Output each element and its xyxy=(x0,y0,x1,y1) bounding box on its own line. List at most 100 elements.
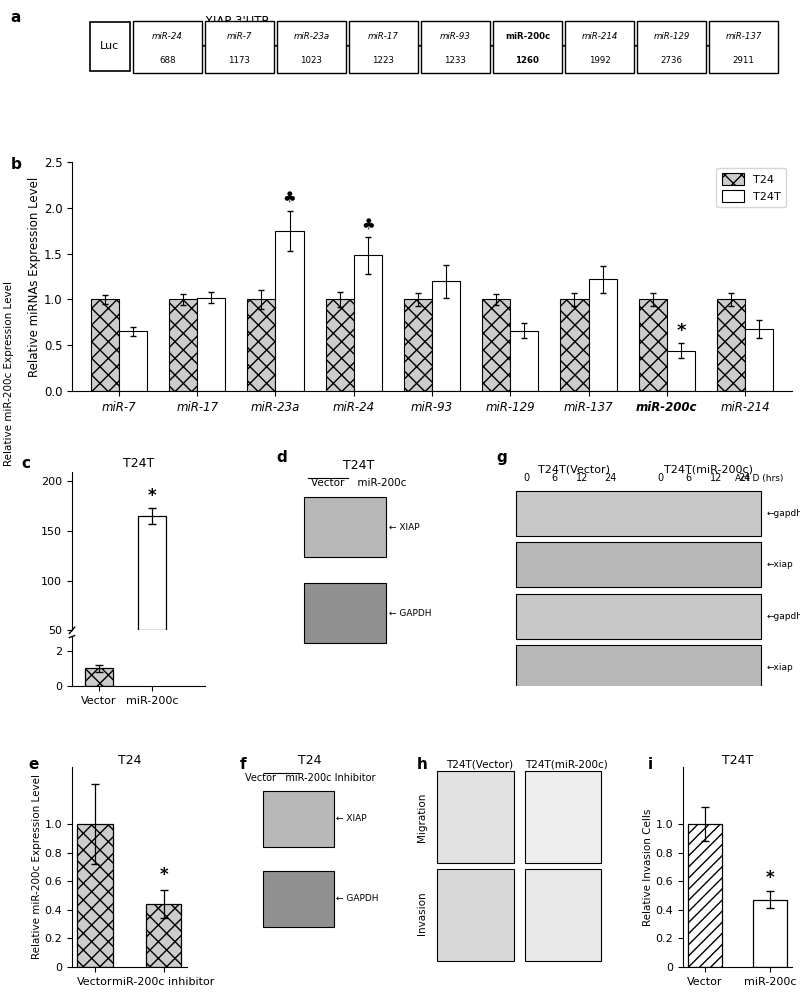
FancyBboxPatch shape xyxy=(263,791,334,846)
FancyBboxPatch shape xyxy=(263,871,334,927)
Bar xyxy=(198,297,226,391)
FancyBboxPatch shape xyxy=(515,594,762,639)
Text: miR-7: miR-7 xyxy=(226,32,252,42)
Text: 1223: 1223 xyxy=(373,56,394,65)
Text: miR-200c: miR-200c xyxy=(505,32,550,42)
Bar xyxy=(589,279,617,391)
Text: ←xiap: ←xiap xyxy=(767,663,794,672)
Text: e: e xyxy=(29,757,39,772)
Bar xyxy=(638,299,666,391)
FancyBboxPatch shape xyxy=(525,771,602,862)
Text: Migration: Migration xyxy=(417,793,426,841)
Text: ♣: ♣ xyxy=(361,216,374,231)
Bar xyxy=(432,281,460,391)
Bar xyxy=(90,299,119,391)
Text: 12: 12 xyxy=(576,474,589,484)
Bar xyxy=(138,516,166,630)
Text: Invasion: Invasion xyxy=(417,891,426,935)
Text: 6: 6 xyxy=(551,474,558,484)
Y-axis label: Relative miR-200c Expression Level: Relative miR-200c Expression Level xyxy=(32,775,42,959)
Bar xyxy=(560,299,589,391)
FancyBboxPatch shape xyxy=(438,869,514,961)
FancyBboxPatch shape xyxy=(90,22,130,71)
Text: ← XIAP: ← XIAP xyxy=(389,522,419,531)
Text: ←xiap: ←xiap xyxy=(767,560,794,569)
FancyBboxPatch shape xyxy=(565,21,634,73)
FancyBboxPatch shape xyxy=(710,21,778,73)
Text: Act D (hrs): Act D (hrs) xyxy=(735,475,784,484)
Text: miR-137: miR-137 xyxy=(726,32,762,42)
FancyBboxPatch shape xyxy=(515,542,762,587)
Text: ←gapdh: ←gapdh xyxy=(767,612,800,621)
Text: 688: 688 xyxy=(159,56,176,65)
FancyBboxPatch shape xyxy=(525,869,602,961)
Text: 24: 24 xyxy=(738,474,750,484)
Text: T24T(Vector): T24T(Vector) xyxy=(538,465,610,475)
Bar xyxy=(354,255,382,391)
Text: 12: 12 xyxy=(710,474,722,484)
Text: 1023: 1023 xyxy=(301,56,322,65)
Text: 1992: 1992 xyxy=(589,56,610,65)
FancyBboxPatch shape xyxy=(515,645,762,691)
Text: 0: 0 xyxy=(524,474,530,484)
Text: miR-24: miR-24 xyxy=(152,32,183,42)
Bar xyxy=(146,904,182,967)
Text: d: d xyxy=(277,450,287,465)
Bar xyxy=(510,331,538,391)
FancyBboxPatch shape xyxy=(515,491,762,536)
Bar xyxy=(326,299,354,391)
FancyBboxPatch shape xyxy=(350,21,418,73)
Bar xyxy=(753,900,787,967)
Text: 2911: 2911 xyxy=(733,56,754,65)
Text: *: * xyxy=(676,322,686,340)
Text: Vector   miR-200c Inhibitor: Vector miR-200c Inhibitor xyxy=(245,773,375,783)
Text: miR-23a: miR-23a xyxy=(294,32,330,42)
Text: Vector    miR-200c: Vector miR-200c xyxy=(311,478,406,488)
Text: b: b xyxy=(10,158,22,172)
Text: T24T(Vector): T24T(Vector) xyxy=(446,760,513,770)
Text: *: * xyxy=(148,488,156,505)
Text: miR-129: miR-129 xyxy=(654,32,690,42)
Bar xyxy=(688,824,722,967)
Text: ←gapdh: ←gapdh xyxy=(767,508,800,517)
Bar xyxy=(119,331,147,391)
Bar xyxy=(666,351,695,391)
Bar xyxy=(85,669,113,686)
Text: T24T(miR-200c): T24T(miR-200c) xyxy=(664,465,753,475)
FancyBboxPatch shape xyxy=(638,21,706,73)
Title: T24: T24 xyxy=(298,754,322,767)
Text: miR-93: miR-93 xyxy=(440,32,471,42)
Text: g: g xyxy=(496,450,506,465)
Title: T24: T24 xyxy=(118,754,141,767)
Bar xyxy=(482,299,510,391)
Bar xyxy=(275,230,304,391)
Text: 0: 0 xyxy=(658,474,664,484)
FancyBboxPatch shape xyxy=(304,583,386,643)
Text: *: * xyxy=(159,866,168,884)
Text: 1233: 1233 xyxy=(445,56,466,65)
Bar xyxy=(404,299,432,391)
Text: ← GAPDH: ← GAPDH xyxy=(389,609,431,618)
Text: 2736: 2736 xyxy=(661,56,682,65)
FancyBboxPatch shape xyxy=(438,771,514,862)
Legend: T24, T24T: T24, T24T xyxy=(717,167,786,207)
Y-axis label: Relative miRNAs Expression Level: Relative miRNAs Expression Level xyxy=(28,176,41,377)
Text: f: f xyxy=(239,757,246,772)
Text: Relative miR-200c Expression Level: Relative miR-200c Expression Level xyxy=(4,281,14,467)
Text: h: h xyxy=(416,757,427,772)
Y-axis label: Relative Invasion Cells: Relative Invasion Cells xyxy=(642,809,653,925)
Text: i: i xyxy=(648,757,653,772)
Text: ♣: ♣ xyxy=(282,190,296,205)
FancyBboxPatch shape xyxy=(304,498,386,557)
FancyBboxPatch shape xyxy=(422,21,490,73)
Title: T24T: T24T xyxy=(343,459,374,472)
Text: a: a xyxy=(10,10,21,25)
Text: ← XIAP: ← XIAP xyxy=(336,815,366,824)
Text: *: * xyxy=(766,869,774,887)
Bar xyxy=(717,299,745,391)
Text: ← GAPDH: ← GAPDH xyxy=(336,894,378,903)
Bar xyxy=(745,329,774,391)
Text: c: c xyxy=(22,456,30,471)
FancyBboxPatch shape xyxy=(493,21,562,73)
Text: miR-214: miR-214 xyxy=(582,32,618,42)
